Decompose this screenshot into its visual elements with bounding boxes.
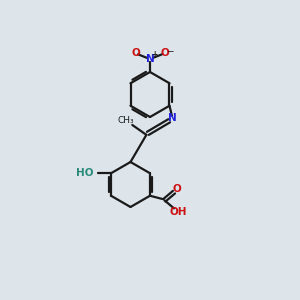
Text: O: O: [131, 48, 140, 58]
Text: N: N: [167, 113, 176, 123]
Text: −: −: [166, 46, 174, 55]
Text: O: O: [172, 184, 182, 194]
Text: CH₃: CH₃: [117, 116, 134, 125]
Text: O: O: [160, 48, 169, 58]
Text: +: +: [152, 50, 158, 59]
Text: N: N: [146, 54, 154, 64]
Text: HO: HO: [76, 168, 93, 178]
Text: OH: OH: [169, 207, 187, 217]
